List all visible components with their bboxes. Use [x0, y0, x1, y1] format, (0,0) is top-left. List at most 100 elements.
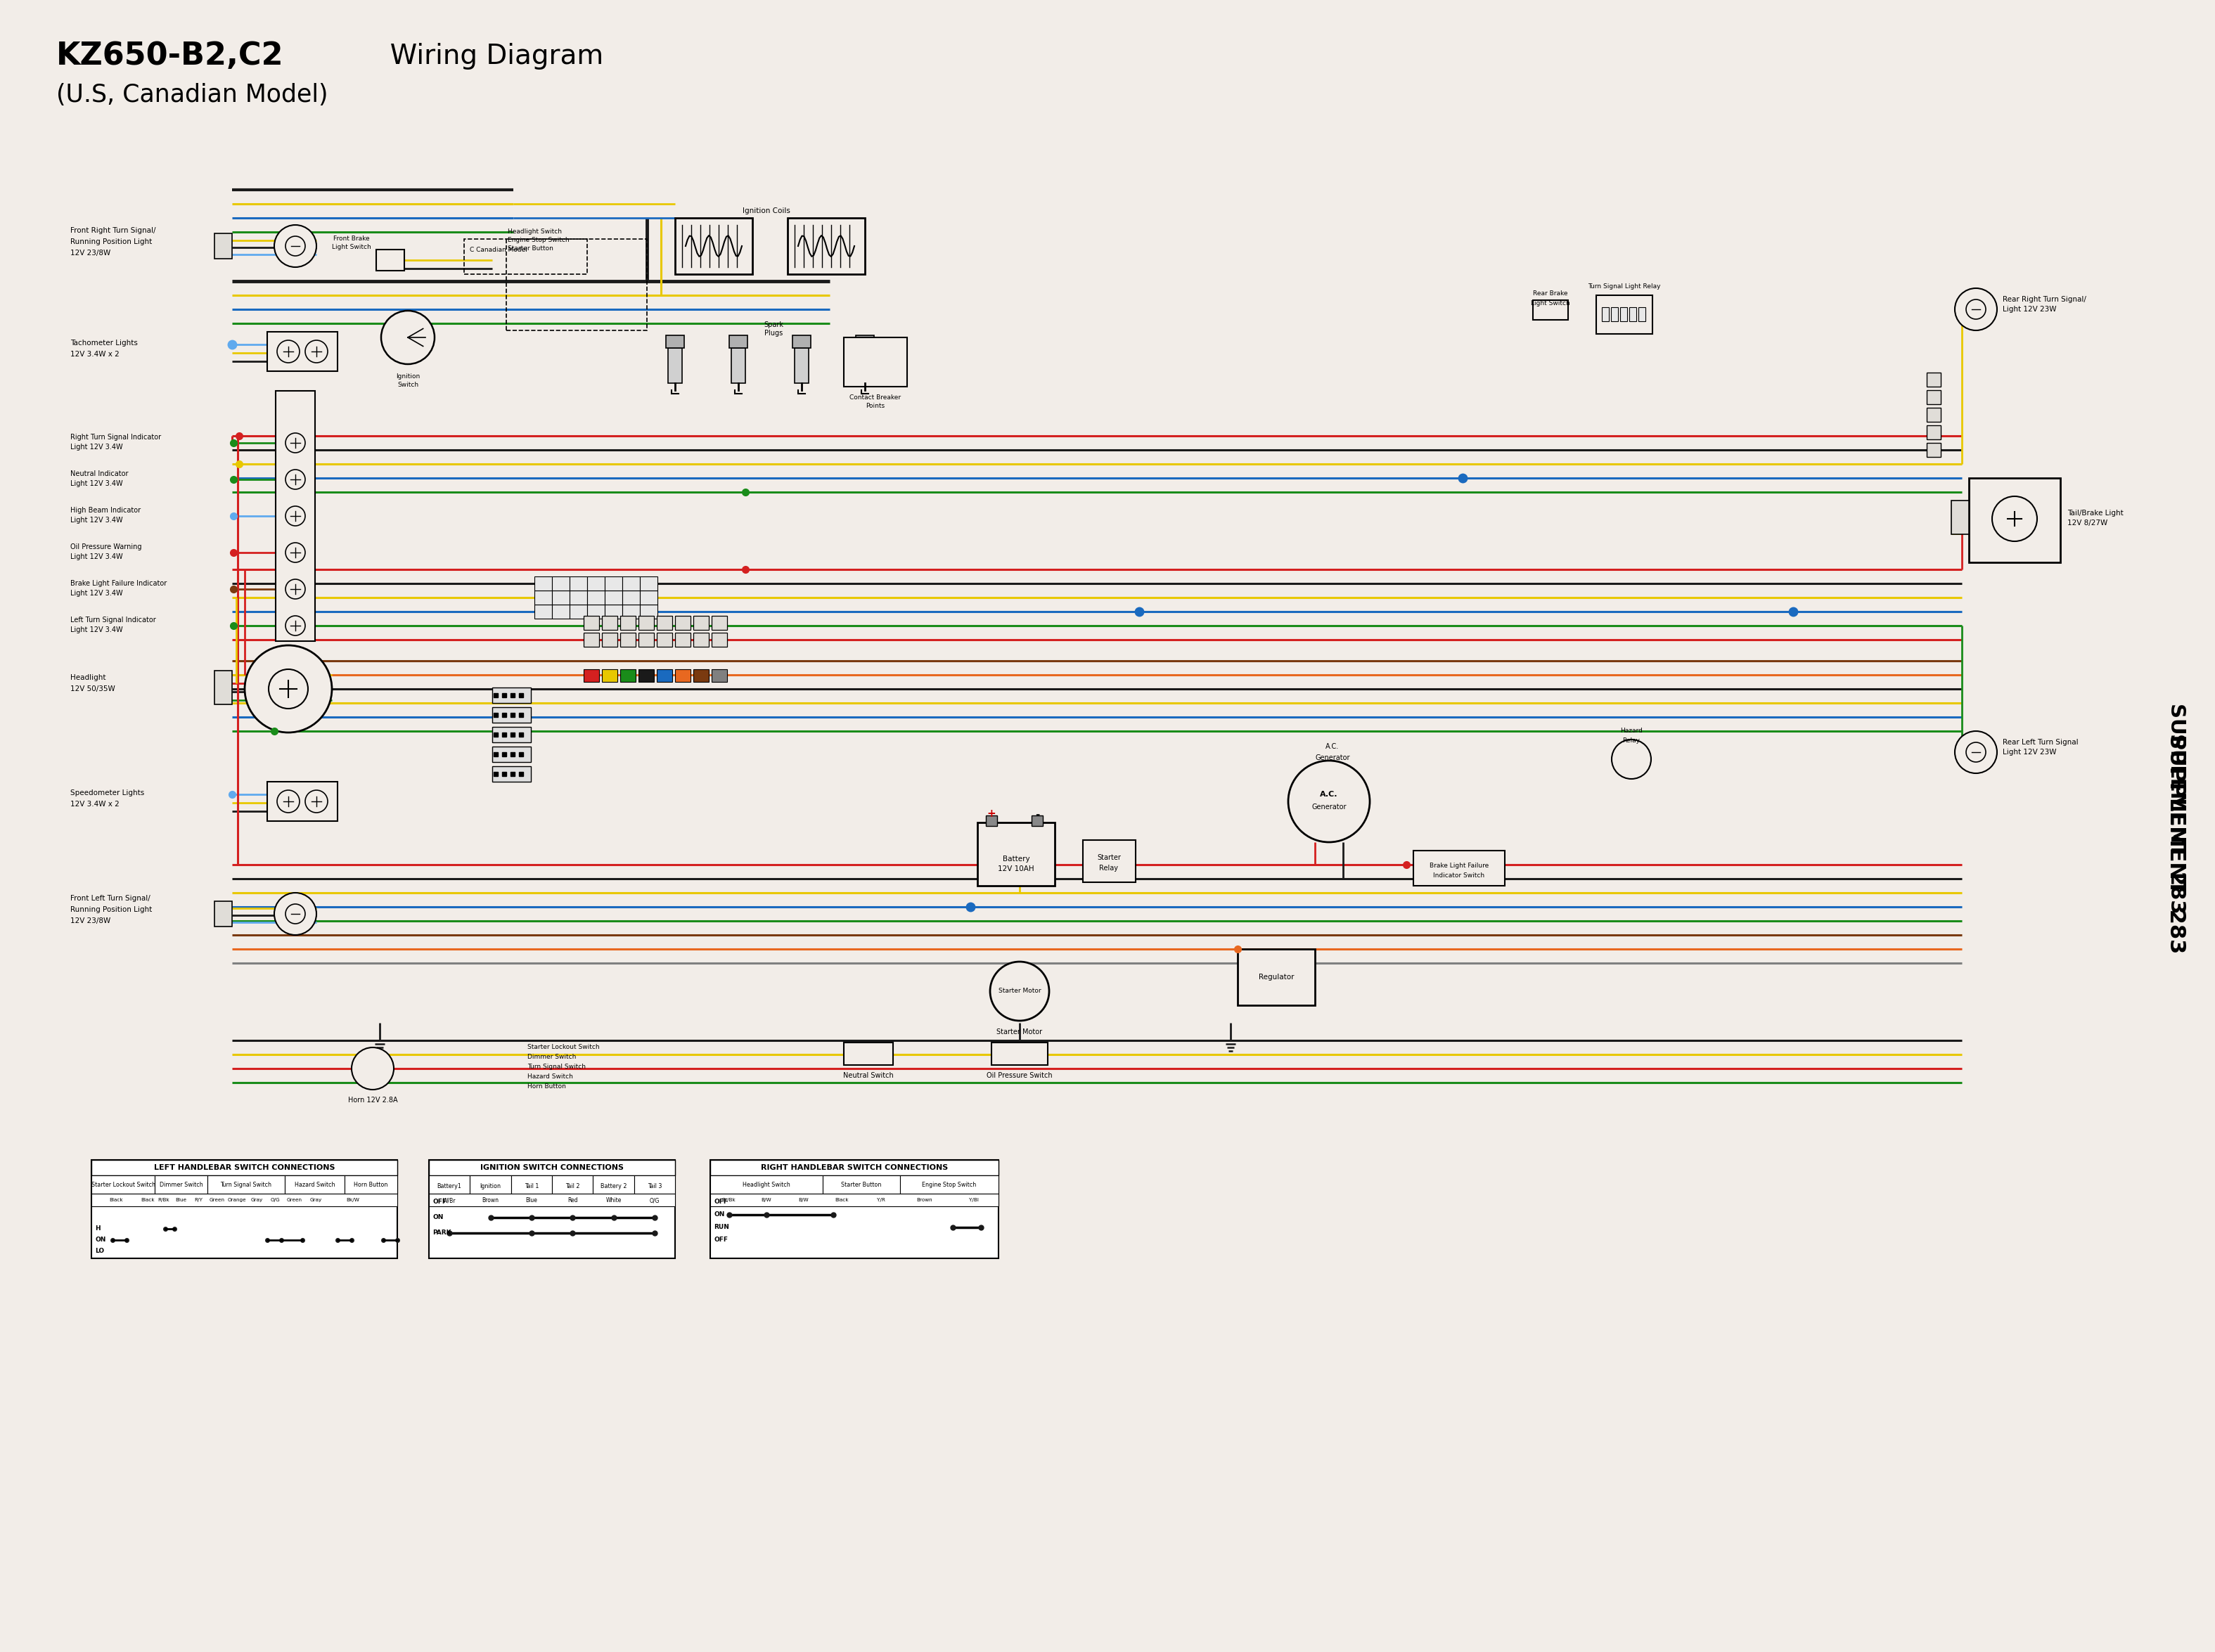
- Bar: [1619, 307, 1628, 320]
- Text: R/Bk: R/Bk: [157, 1198, 168, 1203]
- Text: 12V 3.4W x 2: 12V 3.4W x 2: [71, 350, 120, 358]
- Circle shape: [306, 340, 328, 363]
- Bar: [492, 767, 532, 781]
- Text: Light 12V 3.4W: Light 12V 3.4W: [71, 444, 122, 451]
- Text: Dimmer Switch: Dimmer Switch: [159, 1181, 204, 1188]
- Text: Contact Breaker: Contact Breaker: [851, 395, 902, 400]
- Text: Blue: Blue: [525, 1198, 538, 1204]
- Bar: [789, 218, 864, 274]
- Circle shape: [1956, 287, 1998, 330]
- Text: PARK: PARK: [432, 1229, 452, 1236]
- Text: KZ650-B2,C2: KZ650-B2,C2: [55, 41, 284, 71]
- Text: Right Turn Signal Indicator: Right Turn Signal Indicator: [71, 434, 162, 441]
- Bar: [215, 671, 233, 704]
- Circle shape: [1991, 496, 2038, 542]
- Text: C Canadian Model: C Canadian Model: [470, 246, 527, 253]
- Bar: [693, 616, 709, 629]
- Bar: [793, 335, 811, 349]
- Text: -: -: [1034, 809, 1039, 819]
- Text: Green: Green: [210, 1198, 226, 1203]
- Text: Ignition: Ignition: [396, 373, 421, 380]
- Circle shape: [286, 904, 306, 923]
- Bar: [1639, 307, 1646, 320]
- Text: 12V 3.4W x 2: 12V 3.4W x 2: [71, 801, 120, 808]
- Text: Black: Black: [109, 1198, 122, 1203]
- Bar: [208, 1175, 286, 1194]
- Bar: [711, 633, 727, 646]
- Text: Gray: Gray: [310, 1198, 321, 1203]
- Text: Starter Button: Starter Button: [842, 1181, 882, 1188]
- Bar: [91, 1194, 396, 1206]
- Bar: [638, 616, 653, 629]
- Bar: [605, 590, 622, 605]
- Bar: [986, 816, 997, 826]
- Text: +: +: [988, 809, 997, 819]
- Bar: [676, 218, 753, 274]
- Bar: [658, 633, 671, 646]
- Text: Light 12V 3.4W: Light 12V 3.4W: [71, 553, 122, 560]
- Bar: [552, 605, 569, 618]
- Bar: [711, 1160, 999, 1175]
- Bar: [268, 332, 337, 372]
- Text: ON: ON: [432, 1214, 443, 1221]
- Bar: [633, 1175, 676, 1194]
- Circle shape: [277, 790, 299, 813]
- Text: Y/R: Y/R: [877, 1198, 886, 1203]
- Bar: [658, 669, 671, 682]
- Bar: [822, 1175, 899, 1194]
- Circle shape: [1967, 299, 1987, 319]
- Text: Switch: Switch: [396, 382, 419, 388]
- Text: LEFT HANDLEBAR SWITCH CONNECTIONS: LEFT HANDLEBAR SWITCH CONNECTIONS: [153, 1165, 334, 1171]
- Bar: [640, 577, 658, 590]
- Bar: [430, 1175, 470, 1194]
- Text: Brown: Brown: [483, 1198, 498, 1204]
- Bar: [658, 616, 671, 629]
- Text: R/Y: R/Y: [195, 1198, 204, 1203]
- Text: Spark
Plugs: Spark Plugs: [764, 322, 784, 337]
- Circle shape: [286, 544, 306, 562]
- Bar: [91, 1175, 155, 1194]
- Text: 12V 8/27W: 12V 8/27W: [2067, 519, 2109, 527]
- Bar: [676, 669, 691, 682]
- Text: Light 12V 23W: Light 12V 23W: [2002, 306, 2056, 312]
- Bar: [1083, 841, 1136, 882]
- Text: 12V 10AH: 12V 10AH: [999, 866, 1034, 872]
- Text: Tail 3: Tail 3: [647, 1183, 662, 1189]
- Bar: [640, 605, 658, 618]
- Bar: [711, 669, 727, 682]
- Bar: [512, 1175, 552, 1194]
- Text: Tail/Brake Light: Tail/Brake Light: [2067, 510, 2124, 517]
- Bar: [91, 1160, 396, 1175]
- Bar: [569, 577, 587, 590]
- Bar: [638, 669, 653, 682]
- Text: Brown: Brown: [917, 1198, 933, 1203]
- Text: A.C.: A.C.: [1320, 791, 1338, 798]
- Bar: [992, 1042, 1048, 1066]
- Circle shape: [990, 961, 1050, 1021]
- Text: IGNITION SWITCH CONNECTIONS: IGNITION SWITCH CONNECTIONS: [481, 1165, 625, 1171]
- Bar: [569, 605, 587, 618]
- Text: Brake Light Failure Indicator: Brake Light Failure Indicator: [71, 580, 166, 586]
- Text: OFF: OFF: [713, 1237, 729, 1244]
- Bar: [286, 1175, 346, 1194]
- Bar: [638, 633, 653, 646]
- Bar: [676, 616, 691, 629]
- Bar: [622, 577, 640, 590]
- Text: Hazard Switch: Hazard Switch: [295, 1181, 334, 1188]
- Bar: [1927, 425, 1940, 439]
- Bar: [844, 1042, 893, 1066]
- Bar: [492, 727, 532, 742]
- Circle shape: [286, 433, 306, 453]
- Text: Green: Green: [288, 1198, 303, 1203]
- Text: SUPPLEMENT  283: SUPPLEMENT 283: [2166, 704, 2186, 914]
- Text: Tail 2: Tail 2: [565, 1183, 580, 1189]
- Circle shape: [306, 790, 328, 813]
- Bar: [1630, 307, 1637, 320]
- Bar: [569, 590, 587, 605]
- Text: Light 12V 3.4W: Light 12V 3.4W: [71, 517, 122, 524]
- Bar: [583, 633, 598, 646]
- Circle shape: [275, 225, 317, 268]
- Circle shape: [352, 1047, 394, 1090]
- Text: Headlight Switch: Headlight Switch: [742, 1181, 791, 1188]
- Text: B/W: B/W: [800, 1198, 808, 1203]
